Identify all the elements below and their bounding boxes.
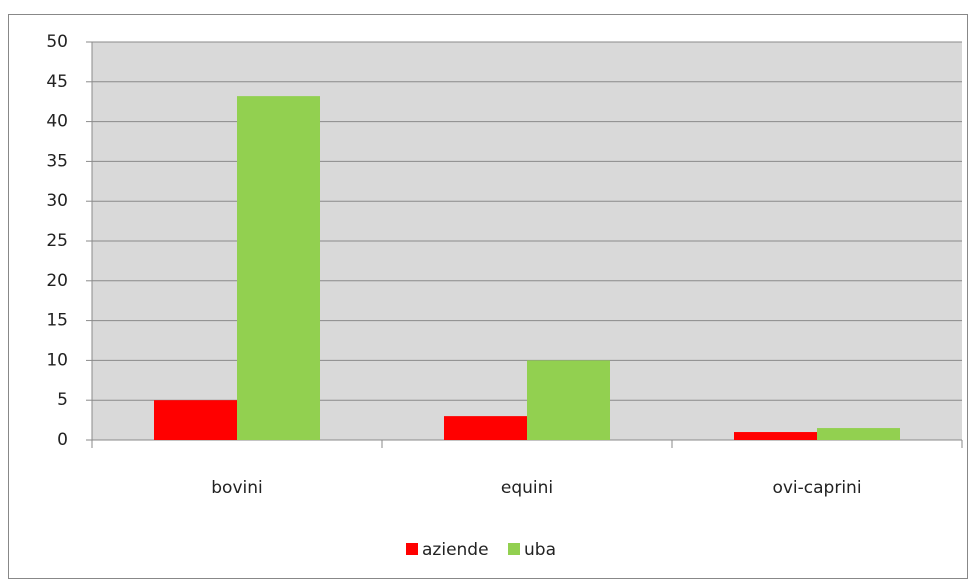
y-tick-label: 0 — [57, 430, 68, 450]
y-tick-label: 5 — [57, 390, 68, 410]
y-tick-label: 25 — [46, 231, 68, 251]
y-tick-label: 40 — [46, 112, 68, 132]
bar — [527, 360, 610, 440]
y-tick-label: 20 — [46, 271, 68, 291]
legend-label: uba — [524, 540, 556, 560]
bar — [444, 416, 527, 440]
bar — [817, 428, 900, 440]
y-tick-label: 10 — [46, 350, 68, 370]
y-tick-label: 45 — [46, 72, 68, 92]
bar — [154, 400, 237, 440]
bar — [734, 432, 817, 440]
legend-label: aziende — [422, 540, 489, 560]
x-tick-label: bovini — [211, 478, 262, 498]
x-tick-label: equini — [501, 478, 553, 498]
y-tick-label: 35 — [46, 151, 68, 171]
y-tick-label: 50 — [46, 32, 68, 52]
legend-swatch — [406, 543, 418, 555]
legend-swatch — [508, 543, 520, 555]
x-tick-label: ovi-caprini — [772, 478, 861, 498]
y-tick-label: 30 — [46, 191, 68, 211]
bar — [237, 96, 320, 441]
y-tick-label: 15 — [46, 311, 68, 331]
